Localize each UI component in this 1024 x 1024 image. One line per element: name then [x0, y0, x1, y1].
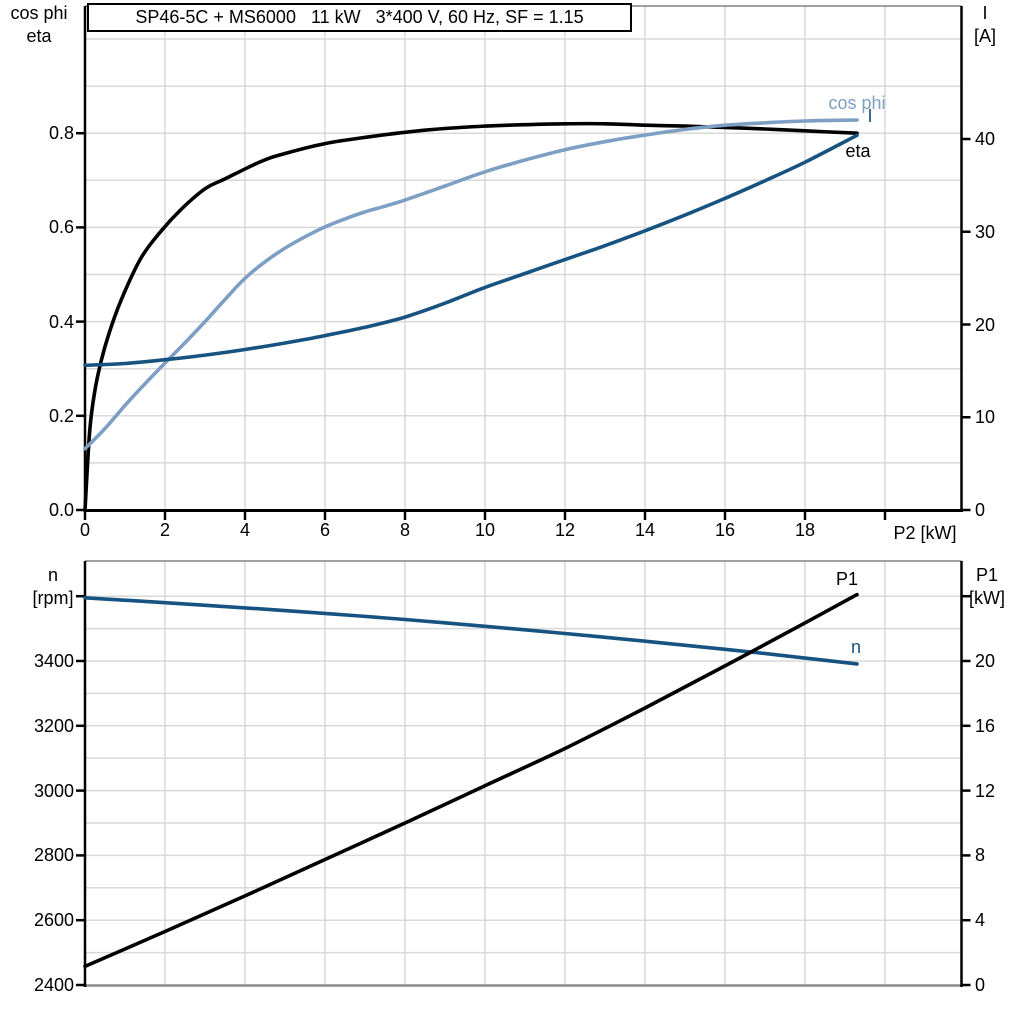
x-tick-label: 18 [794, 520, 816, 540]
bottom-left-axis-title-unit-rpm: [rpm] [32, 588, 74, 608]
x-tick-label: 6 [319, 520, 330, 540]
y-left-tick-label: 0.0 [48, 500, 74, 520]
y-right-tick-label: 10 [975, 407, 996, 428]
y-left-tick-label: 2400 [33, 975, 74, 995]
top-right-axis-title-unit-amps: [A] [973, 26, 996, 46]
y-right-tick-label: 30 [975, 221, 996, 242]
y-left-tick-label: 0.2 [48, 405, 74, 426]
x-tick-label: 10 [474, 520, 496, 540]
series-P1 [83, 592, 859, 969]
bottom-right-axis-title-unit-kw: [kW] [969, 588, 1005, 608]
chart-title: SP46-5C + MS6000 11 kW 3*400 V, 60 Hz, S… [87, 3, 632, 32]
y-right-tick-label: 40 [975, 129, 996, 149]
x-tick-label: 14 [634, 520, 656, 540]
curve-label-n: n [850, 637, 861, 657]
curve-label-cos-phi: cos phi [828, 93, 886, 113]
y-left-tick-label: 3000 [33, 780, 74, 801]
series-I [83, 133, 859, 368]
x-tick-label: 0 [79, 520, 90, 540]
x-axis-title-p2: P2 [kW] [893, 523, 957, 543]
y-right-tick-label: 16 [975, 715, 996, 736]
y-left-tick-label: 3200 [33, 715, 74, 736]
series-n [83, 596, 859, 666]
x-tick-label: 8 [399, 520, 410, 540]
top-left-axis-title-eta: eta [26, 26, 52, 46]
series-cos-phi [83, 118, 859, 451]
y-left-tick-label: 0.8 [48, 123, 74, 144]
y-left-tick-label: 3400 [33, 651, 74, 671]
y-left-tick-label: 2800 [33, 845, 74, 866]
y-right-tick-label: 20 [975, 314, 996, 335]
series-eta [83, 121, 859, 512]
curve-label-p1: P1 [835, 569, 859, 589]
curve-label-current: I [867, 106, 873, 126]
y-left-tick-label: 0.4 [48, 311, 74, 332]
top-left-axis-title-cos-phi: cos phi [10, 3, 68, 23]
x-tick-label: 16 [714, 520, 736, 540]
y-right-tick-label: 20 [975, 651, 996, 671]
y-right-tick-label: 12 [975, 780, 996, 801]
x-tick-label: 12 [554, 520, 576, 540]
top-right-axis-title-current: I [982, 3, 988, 23]
x-tick-label: 4 [239, 520, 250, 540]
y-left-tick-label: 0.6 [48, 217, 74, 238]
y-right-tick-label: 0 [975, 975, 986, 995]
x-tick-label: 2 [159, 520, 170, 540]
bottom-left-axis-title-speed: n [47, 565, 58, 585]
curve-label-eta: eta [845, 141, 871, 161]
y-right-tick-label: 4 [975, 910, 986, 931]
bottom-right-axis-title-p1: P1 [975, 565, 999, 585]
y-right-tick-label: 0 [975, 500, 986, 520]
y-right-tick-label: 8 [975, 845, 986, 866]
y-left-tick-label: 2600 [33, 910, 74, 931]
